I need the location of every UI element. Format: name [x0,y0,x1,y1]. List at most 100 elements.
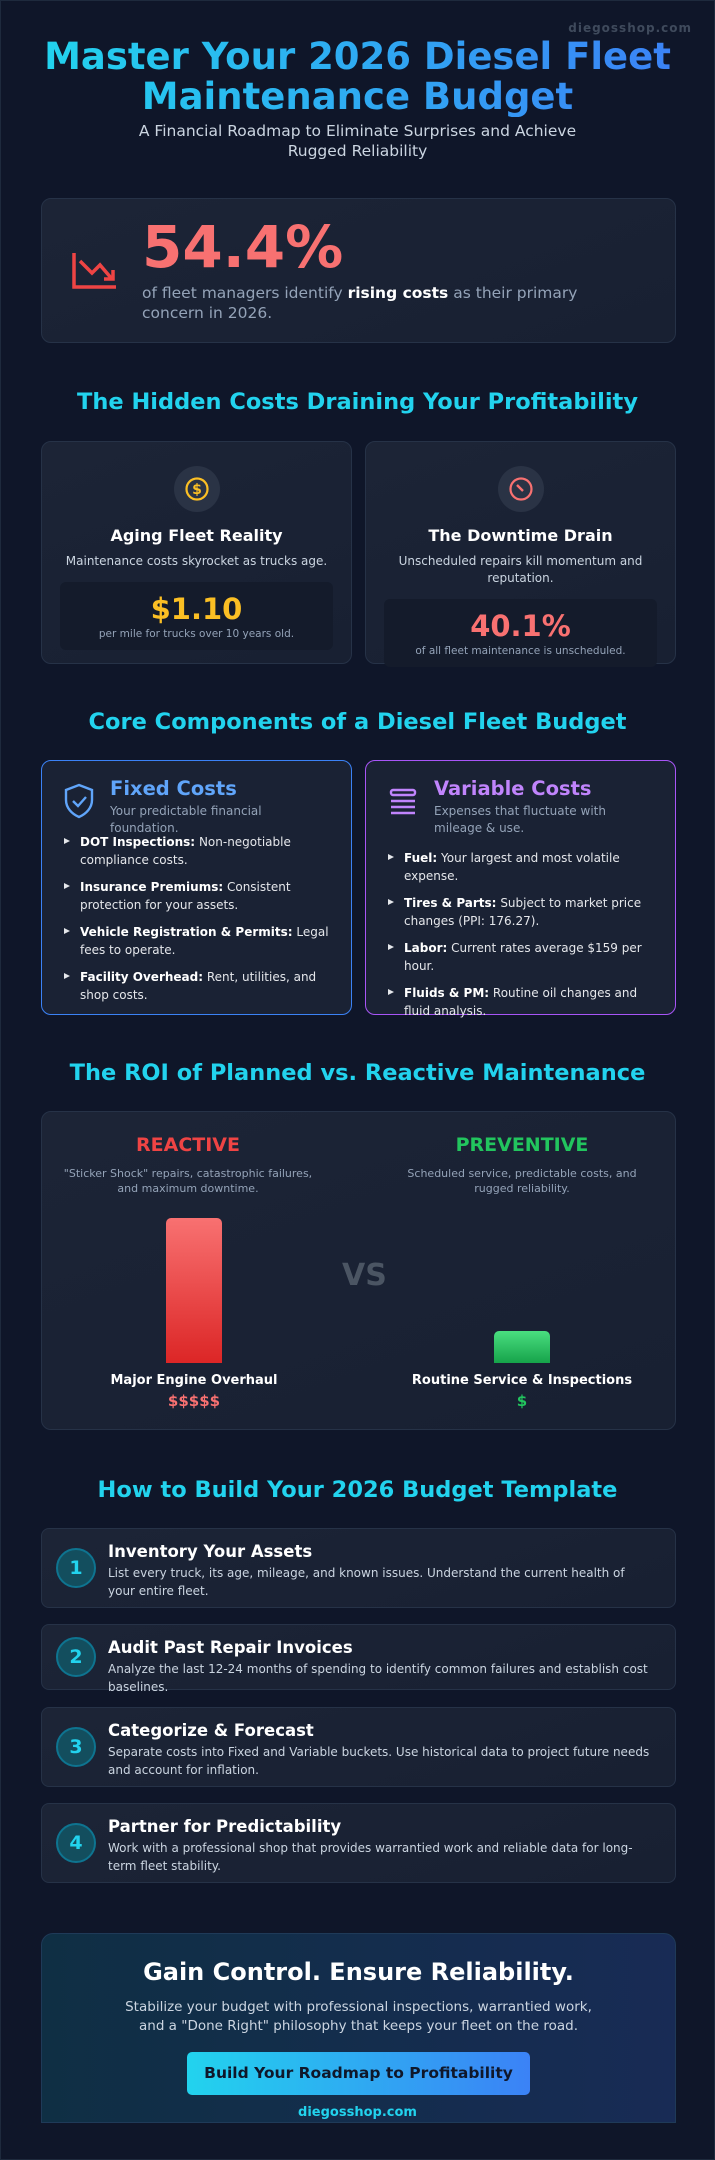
step-number: 3 [56,1727,96,1767]
step-card: 1 Inventory Your Assets List every truck, … [41,1528,676,1608]
card-text: Maintenance costs skyrocket as trucks ag… [65,554,328,568]
item-text: Consistent protection for your assets. [80,880,291,912]
card-title: Aging Fleet Reality [110,526,283,545]
preventive-bar [494,1331,550,1363]
cost-item: Fuel: Your largest and most volatile exp… [386,849,657,885]
roi-title: REACTIVE [136,1134,240,1156]
step-text: Analyze the last 12-24 months of spendin… [108,1662,648,1694]
gauge-icon [508,477,533,501]
card-title: The Downtime Drain [428,526,613,545]
roi-cost: $ [516,1392,528,1410]
section-heading: The ROI of Planned vs. Reactive Maintena… [69,1060,646,1086]
section-heading: How to Build Your 2026 Budget Template [97,1477,618,1503]
column-title: Fixed Costs [110,777,237,800]
card-caption: per mile for trucks over 10 years old. [98,628,295,640]
roi-card: REACTIVE "Sticker Shock" repairs, catast… [41,1111,676,1430]
item-text: Non-negotiable compliance costs. [80,835,291,867]
cost-card: $ Aging Fleet Reality Maintenance costs … [41,441,352,664]
stat-text-before: of fleet managers identify [142,284,343,302]
card-value: 40.1% [470,609,571,643]
cta-panel: Gain Control. Ensure Reliability. Stabil… [41,1933,676,2123]
cost-item: Tires & Parts: Subject to market price c… [386,894,657,930]
item-label: Fluids & PM: [404,986,490,1000]
item-label: Insurance Premiums: [80,880,224,894]
page-title: Master Your 2026 Diesel Fleet Maintenanc… [41,37,674,117]
subtitle: A Financial Roadmap to Eliminate Surpris… [138,122,577,160]
roi-label: Routine Service & Inspections [411,1373,633,1388]
item-label: Labor: [404,941,448,955]
step-number: 4 [56,1823,96,1863]
value-box: $1.10 per mile for trucks over 10 years … [60,582,333,650]
stat-card: 54.4% of fleet managers identify rising … [41,198,676,343]
cost-card: The Downtime Drain Unscheduled repairs k… [365,441,676,667]
item-label: DOT Inspections: [80,835,196,849]
card-caption: of all fleet maintenance is unscheduled. [415,645,626,657]
cta-title: Gain Control. Ensure Reliability. [143,1958,574,1986]
step-number: 1 [56,1548,96,1588]
chart-down-icon [72,253,116,289]
card-text: Unscheduled repairs kill momentum and re… [398,554,643,585]
roi-cost: $$$$$ [167,1392,221,1410]
roi-label: Major Engine Overhaul [110,1373,278,1388]
cost-item: Fluids & PM: Routine oil changes and flu… [386,984,657,1020]
fixed-costs-card: Fixed Costs Your predictable financial f… [41,760,352,1015]
section-heading: Core Components of a Diesel Fleet Budget [88,709,627,735]
layers-icon [389,788,417,815]
item-text: Subject to market price changes (PPI: 17… [404,896,642,928]
column-subtitle: Your predictable financial foundation. [110,804,262,835]
item-text: Rent, utilities, and shop costs. [80,970,317,1002]
roi-title: PREVENTIVE [455,1134,589,1156]
step-title: Categorize & Forecast [108,1721,314,1740]
vs-label: VS [342,1258,387,1293]
step-text: Separate costs into Fixed and Variable b… [108,1745,650,1777]
stat-text-after: as their primary concern in 2026. [142,284,578,322]
step-card: 2 Audit Past Repair Invoices Analyze the l… [41,1624,676,1694]
item-text: Legal fees to operate. [80,925,329,957]
watermark: diegosshop.com [568,21,692,35]
site-link[interactable]: diegosshop.com [298,2105,417,2120]
step-title: Inventory Your Assets [108,1542,313,1561]
variable-costs-card: Variable Costs Expenses that fluctuate w… [365,760,676,1018]
stat-emphasis: rising costs [347,284,449,302]
item-label: Facility Overhead: [80,970,204,984]
cost-item: DOT Inspections: Non-negotiable complian… [62,833,333,869]
stat-value: 54.4% [142,213,344,281]
cost-item: Facility Overhead: Rent, utilities, and … [62,968,333,1004]
value-box: 40.1% of all fleet maintenance is unsche… [384,599,657,667]
shield-icon [64,783,94,819]
dollar-icon: $ [184,477,209,501]
step-text: List every truck, its age, mileage, and … [108,1566,625,1598]
step-card: 4 Partner for Predictability Work with a p… [41,1803,676,1883]
cta-button[interactable]: Build Your Roadmap to Profitability [187,2052,530,2095]
item-label: Fuel: [404,851,438,865]
cost-item: Labor: Current rates average $159 per ho… [386,939,657,975]
cost-list: Fuel: Your largest and most volatile exp… [386,849,657,1029]
cost-item: Vehicle Registration & Permits: Legal fe… [62,923,333,959]
roi-text: "Sticker Shock" repairs, catastrophic fa… [63,1167,313,1195]
cost-item: Insurance Premiums: Consistent protectio… [62,878,333,914]
step-text: Work with a professional shop that provi… [108,1841,633,1873]
column-title: Variable Costs [434,777,592,800]
item-label: Tires & Parts: [404,896,497,910]
column-subtitle: Expenses that fluctuate with mileage & u… [434,804,606,835]
card-value: $1.10 [150,592,243,626]
roi-text: Scheduled service, predictable costs, an… [407,1167,637,1195]
item-label: Vehicle Registration & Permits: [80,925,293,939]
stat-text: of fleet managers identify rising costs … [142,283,635,323]
svg-text:$: $ [192,482,202,498]
icon-circle: $ [173,466,220,512]
section-heading: The Hidden Costs Draining Your Profitabi… [77,389,638,415]
step-title: Audit Past Repair Invoices [108,1638,353,1657]
icon-circle [497,466,544,512]
item-text: Routine oil changes and fluid analysis. [404,986,638,1018]
reactive-bar [166,1218,222,1363]
step-title: Partner for Predictability [108,1817,342,1836]
cost-list: DOT Inspections: Non-negotiable complian… [62,833,333,1013]
step-card: 3 Categorize & Forecast Separate costs int… [41,1707,676,1787]
item-text: Your largest and most volatile expense. [404,851,620,883]
item-text: Current rates average $159 per hour. [404,941,642,973]
step-number: 2 [56,1637,96,1677]
cta-text: Stabilize your budget with professional … [125,1999,592,2034]
